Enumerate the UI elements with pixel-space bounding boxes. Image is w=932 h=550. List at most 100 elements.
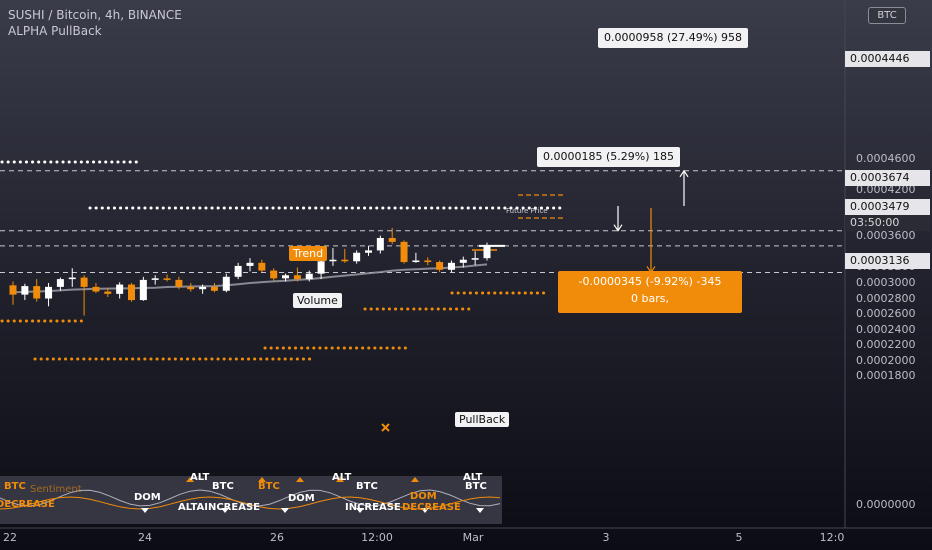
strip-sentiment-label: Sentiment bbox=[30, 484, 82, 495]
candle-body bbox=[400, 241, 408, 263]
candle-body bbox=[341, 259, 349, 262]
candle-body bbox=[21, 286, 29, 295]
candle-body bbox=[388, 237, 396, 242]
candle-body bbox=[258, 262, 266, 271]
price-axis-label: 0.0002600 bbox=[856, 307, 916, 321]
candle-body bbox=[128, 284, 135, 301]
candle-body bbox=[365, 250, 372, 253]
candle-body bbox=[151, 278, 159, 280]
strip-btc-2: BTC bbox=[212, 481, 234, 492]
candle bbox=[210, 283, 218, 293]
candle-body bbox=[56, 279, 64, 287]
candle-body bbox=[199, 286, 207, 290]
strip-down-triangle bbox=[281, 508, 289, 513]
price-axis-label: 0.0003000 bbox=[856, 276, 916, 289]
candle bbox=[45, 283, 53, 307]
candle-body bbox=[305, 273, 313, 280]
sentiment-wave-orange bbox=[0, 496, 501, 510]
price-axis-label: 0.0002000 bbox=[856, 353, 916, 367]
time-label: 26 bbox=[270, 531, 284, 544]
candle bbox=[353, 250, 361, 264]
arrow-head bbox=[679, 169, 689, 178]
candle bbox=[376, 235, 384, 254]
x-stroke bbox=[381, 423, 390, 432]
strip-down-triangle bbox=[356, 508, 364, 513]
pullback-tag[interactable]: PullBack bbox=[455, 412, 510, 427]
price-axis-label: 0.0004200 bbox=[856, 182, 916, 196]
candle bbox=[424, 257, 432, 266]
target-mid-note[interactable]: 0.0000185 (5.29%) 185 bbox=[537, 147, 681, 167]
candle bbox=[365, 245, 372, 256]
candle bbox=[459, 256, 467, 268]
candle-body bbox=[459, 259, 467, 263]
price-axis-label: 0.0002400 bbox=[856, 322, 916, 336]
candle bbox=[68, 268, 76, 287]
price-axis-label: 0.0001800 bbox=[856, 369, 916, 383]
time-label: 22 bbox=[3, 531, 17, 544]
candle bbox=[329, 248, 337, 266]
candle bbox=[151, 275, 159, 285]
stop-arrow bbox=[646, 208, 656, 274]
candle bbox=[9, 281, 17, 305]
arrow-head bbox=[613, 224, 623, 232]
candle bbox=[21, 283, 29, 301]
candle bbox=[447, 260, 455, 273]
strip-alt-1: ALT bbox=[190, 472, 210, 483]
trend-tag[interactable]: Trend bbox=[289, 246, 328, 261]
strip-dom-2: DOM bbox=[288, 493, 315, 504]
candle bbox=[222, 273, 230, 293]
symbol-title[interactable]: SUSHI / Bitcoin, 4h, BINANCE bbox=[8, 8, 182, 22]
candle bbox=[234, 262, 242, 280]
candle-body bbox=[293, 275, 301, 280]
candle bbox=[33, 279, 41, 302]
stop-note-line1: -0.0000345 (-9.92%) -345 bbox=[578, 275, 722, 288]
strip-up-triangle bbox=[186, 477, 194, 482]
strip-btc-label: BTC bbox=[4, 481, 26, 492]
time-label: 12:0 bbox=[819, 531, 845, 544]
candle-body bbox=[483, 245, 491, 259]
candle bbox=[436, 260, 444, 273]
time-label: Mar bbox=[462, 531, 484, 544]
candle-body bbox=[246, 262, 254, 266]
candle bbox=[175, 276, 183, 290]
candle-body bbox=[282, 275, 290, 279]
stop-price-tag: 0.0003136 bbox=[845, 253, 930, 269]
volume-tag[interactable]: Volume bbox=[293, 293, 342, 308]
moving-average-line bbox=[12, 263, 488, 294]
candle-body bbox=[116, 284, 124, 294]
candle bbox=[128, 283, 135, 302]
strip-altaincrease: ALTAINCREASE bbox=[178, 502, 260, 513]
pullback-x-marker bbox=[381, 423, 390, 432]
candle-body bbox=[92, 286, 100, 292]
candle bbox=[163, 274, 171, 282]
candle bbox=[80, 275, 88, 316]
strip-btc-3: BTC bbox=[258, 481, 280, 492]
candle bbox=[305, 270, 313, 282]
candle bbox=[412, 252, 420, 263]
candle-body bbox=[270, 270, 278, 279]
candle-body bbox=[424, 260, 432, 263]
strip-decrease-right: DECREASE bbox=[402, 502, 461, 513]
strip-up-triangle bbox=[411, 477, 419, 482]
indicator-title[interactable]: ALPHA PullBack bbox=[8, 24, 102, 38]
candle-body bbox=[9, 285, 17, 295]
candle-body bbox=[447, 262, 455, 270]
candle bbox=[341, 248, 349, 263]
price-axis-label: 0.0002800 bbox=[856, 291, 916, 305]
chart-legend: SUSHI / Bitcoin, 4h, BINANCE ALPHA PullB… bbox=[8, 7, 182, 39]
target-high-note[interactable]: 0.0000958 (27.49%) 958 bbox=[598, 28, 748, 48]
candle bbox=[258, 259, 266, 273]
stop-note[interactable]: -0.0000345 (-9.92%) -345 0 bars, bbox=[558, 271, 742, 313]
candle-body bbox=[222, 276, 230, 291]
candle-body bbox=[139, 279, 147, 301]
candle bbox=[388, 227, 396, 245]
candle bbox=[199, 284, 207, 294]
candle bbox=[471, 251, 479, 266]
strip-down-triangle bbox=[141, 508, 149, 513]
candle-body bbox=[33, 286, 41, 299]
target-high-arrow bbox=[679, 169, 689, 206]
price-axis-label: 0.0004600 bbox=[856, 151, 916, 165]
currency-button[interactable]: BTC bbox=[868, 7, 906, 24]
candle bbox=[116, 282, 124, 299]
